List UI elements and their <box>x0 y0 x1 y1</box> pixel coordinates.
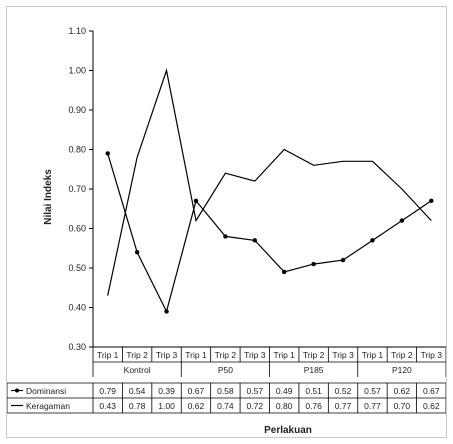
data-point-dominansi <box>252 238 257 243</box>
y-axis-label: Nilai Indeks <box>43 169 54 225</box>
data-point-dominansi <box>429 198 434 204</box>
category-label: Trip 3 <box>244 350 266 360</box>
legend-entry-keragaman: Keragaman <box>26 401 70 411</box>
data-label: 0.58 <box>217 386 234 396</box>
chart-frame: 0.30 0.40 0.50 0.60 0.70 0.80 0.90 1.00 1.10 Tri… <box>6 6 447 438</box>
data-label: 0.62 <box>394 386 411 396</box>
data-point-dominansi <box>370 238 375 243</box>
data-label: 0.54 <box>129 386 146 396</box>
category-label: Trip 1 <box>185 350 207 360</box>
group-label: P185 <box>304 365 324 375</box>
series-line-keragaman <box>107 68 432 296</box>
x-axis-label: Perlakuan <box>264 425 312 436</box>
data-point-dominansi <box>311 261 316 267</box>
data-label: 0.51 <box>305 386 322 396</box>
y-tick-label: 0.60 <box>68 224 86 234</box>
data-point-dominansi <box>340 257 346 263</box>
data-label: 1.00 <box>158 401 175 411</box>
group-label: Kontrol <box>124 365 151 375</box>
data-label: 0.77 <box>364 401 381 411</box>
category-label: Trip 2 <box>126 350 148 360</box>
data-label: 0.62 <box>188 401 205 411</box>
y-tick-label: 0.30 <box>68 342 86 352</box>
group-label: P120 <box>392 365 412 375</box>
data-label: 0.72 <box>247 401 264 411</box>
category-label: Trip 3 <box>421 350 443 360</box>
data-point-dominansi <box>282 269 287 275</box>
data-label: 0.80 <box>276 401 293 411</box>
data-label: 0.74 <box>217 401 234 411</box>
data-label: 0.62 <box>423 401 440 411</box>
legend-entry-dominansi: Dominansi <box>26 386 66 396</box>
data-label: 0.57 <box>247 386 264 396</box>
data-label: 0.77 <box>335 401 352 411</box>
y-tick-label: 0.70 <box>68 184 86 194</box>
data-point-dominansi <box>164 309 169 314</box>
series-layer <box>105 68 434 314</box>
category-label: Trip 2 <box>303 350 325 360</box>
y-tick-label: 0.80 <box>68 145 86 155</box>
data-label: 0.79 <box>99 386 116 396</box>
y-tick-label: 0.90 <box>68 105 86 115</box>
data-label: 0.67 <box>188 386 205 396</box>
line-chart: 0.30 0.40 0.50 0.60 0.70 0.80 0.90 1.00 1.10 Tri… <box>6 26 447 436</box>
data-label: 0.52 <box>335 386 352 396</box>
category-label: Trip 2 <box>391 350 413 360</box>
legend-marker-dominansi <box>15 388 19 393</box>
data-point-dominansi <box>193 198 199 204</box>
group-label: P50 <box>218 365 233 375</box>
category-label: Trip 3 <box>332 350 354 360</box>
data-table-layer: Trip 1 Trip 2 Trip 3 Trip 1 Trip 2 Trip 3 Trip… <box>6 347 447 414</box>
category-label: Trip 1 <box>273 350 295 360</box>
data-point-dominansi <box>223 234 228 239</box>
y-tick-label: 0.40 <box>68 303 86 313</box>
series-line-dominansi <box>107 153 432 314</box>
category-label: Trip 3 <box>156 350 178 360</box>
data-point-dominansi <box>134 250 140 255</box>
data-label: 0.49 <box>276 386 293 396</box>
category-label: Trip 2 <box>215 350 237 360</box>
data-point-dominansi <box>399 218 405 223</box>
data-label: 0.70 <box>394 401 411 411</box>
data-label: 0.78 <box>129 401 146 411</box>
data-label: 0.67 <box>423 386 440 396</box>
data-label: 0.43 <box>99 401 116 411</box>
category-label: Trip 1 <box>362 350 384 360</box>
y-tick-label: 1.10 <box>68 26 86 36</box>
axes-layer: 0.30 0.40 0.50 0.60 0.70 0.80 0.90 1.00 1.10 <box>68 26 446 352</box>
data-point-dominansi <box>105 151 110 156</box>
y-tick-label: 0.50 <box>68 263 86 273</box>
data-label: 0.57 <box>364 386 381 396</box>
data-label: 0.76 <box>305 401 322 411</box>
data-label: 0.39 <box>158 386 175 396</box>
y-tick-label: 1.00 <box>68 66 86 76</box>
category-label: Trip 1 <box>97 350 119 360</box>
